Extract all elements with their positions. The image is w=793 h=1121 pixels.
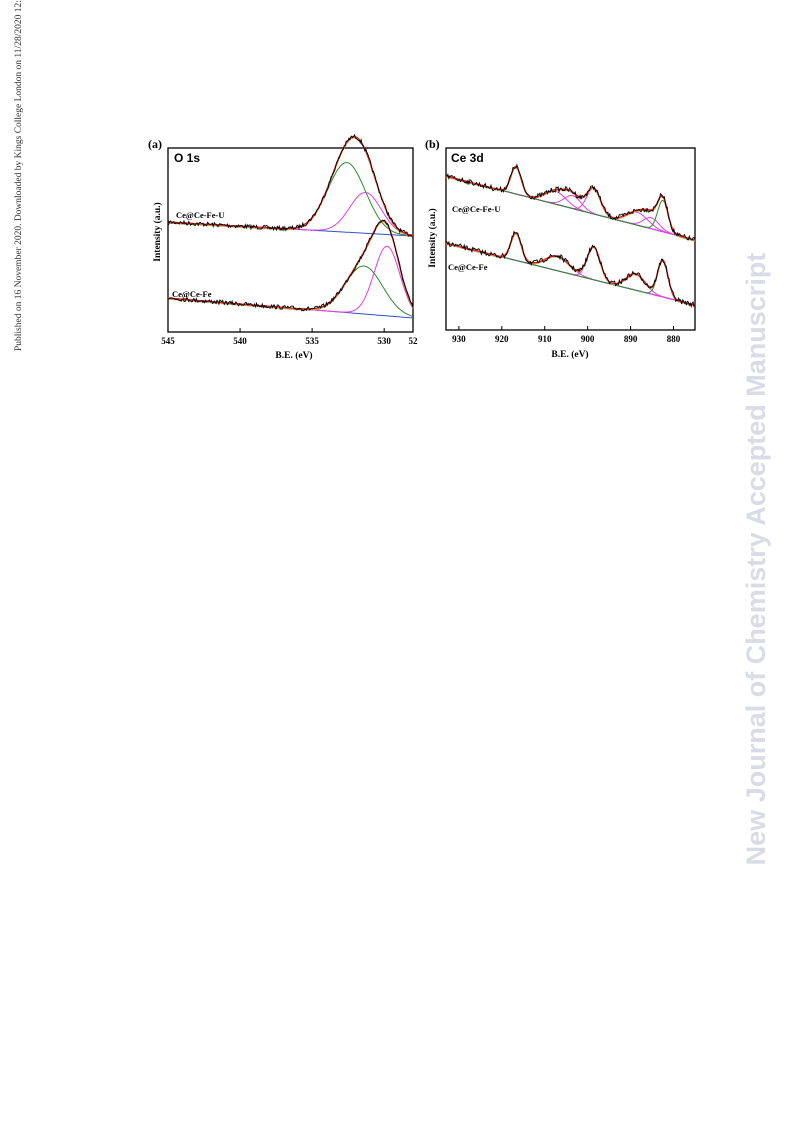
- panel-b-title: Ce 3d: [451, 151, 484, 165]
- panel-a-curves: [167, 133, 414, 319]
- panel-b-sample-label-lower: Ce@Ce-Fe: [448, 262, 488, 272]
- panel-b-sample-label-upper: Ce@Ce-Fe-U: [452, 204, 501, 214]
- raw-spectrum: [167, 133, 414, 238]
- panel-a-tick-label: 540: [233, 336, 247, 346]
- raw-spectrum: [445, 163, 696, 241]
- fit-envelope: [167, 136, 414, 237]
- raw-spectrum: [167, 219, 414, 312]
- panel-a-sample-label-lower: Ce@Ce-Fe: [172, 289, 212, 299]
- panel-b-y-axis-title: Intensity (a.u.): [427, 208, 438, 267]
- fit-envelope-shadow: [167, 136, 414, 238]
- panel-a-x-ticks: 545 540 535 530 52: [161, 328, 418, 346]
- panel-b-tick-label: 890: [624, 334, 638, 344]
- panel-a-x-axis-title: B.E. (eV): [275, 350, 312, 361]
- panel-a-frame: [167, 147, 414, 333]
- panel-a: (a) O 1s Intensity (a.u.) B.E. (eV) 545 …: [148, 133, 418, 361]
- panel-b-tick-label: 900: [581, 334, 595, 344]
- panel-b-tick-label: 910: [538, 334, 552, 344]
- panel-a-tick-label: 545: [161, 336, 175, 346]
- panel-b-x-ticks: 930 920 910 900 890 880: [452, 326, 681, 344]
- panel-a-sample-label-upper: Ce@Ce-Fe-U: [176, 210, 225, 220]
- panel-b-curves: [445, 163, 696, 309]
- panel-b-label: (b): [425, 137, 440, 151]
- panel-b-tick-label: 880: [667, 334, 681, 344]
- panel-a-tick-label: 530: [377, 336, 391, 346]
- panel-a-label: (a): [148, 137, 162, 151]
- panel-b-frame: [445, 147, 696, 331]
- panel-a-y-axis-title: Intensity (a.u.): [152, 202, 163, 261]
- panel-b: (b) Ce 3d Intensity (a.u.) B.E. (eV) 930…: [425, 137, 696, 360]
- panel-b-x-axis-title: B.E. (eV): [551, 349, 588, 360]
- panel-b-tick-label: 930: [452, 334, 466, 344]
- panel-a-tick-label: 535: [305, 336, 319, 346]
- panel-a-title: O 1s: [174, 151, 200, 165]
- panel-b-tick-label: 920: [495, 334, 509, 344]
- panel-a-tick-label: 52: [409, 336, 419, 346]
- raw-spectrum: [445, 230, 696, 309]
